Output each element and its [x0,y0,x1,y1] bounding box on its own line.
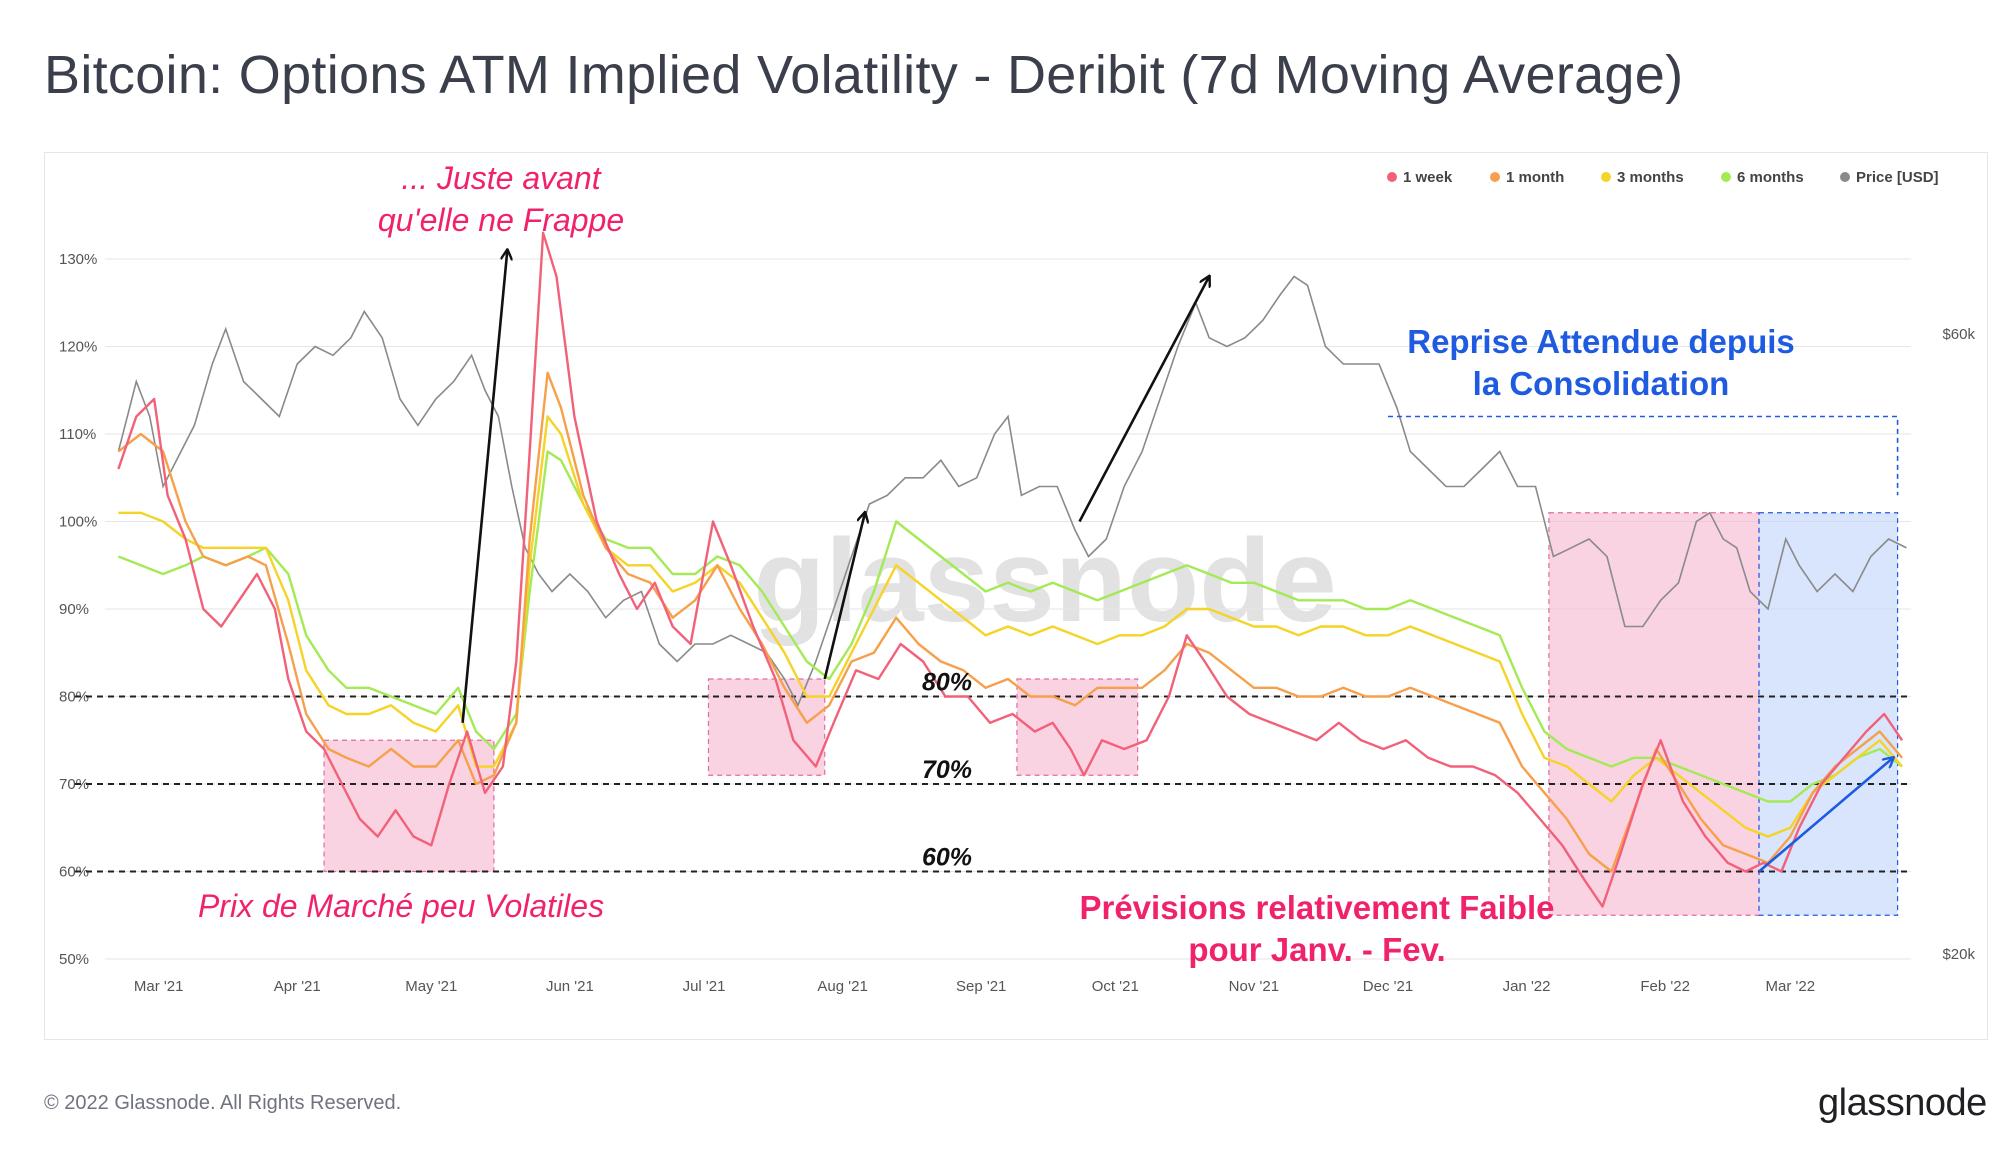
x-tick-label: Jun '21 [546,978,594,995]
level-label: 70% [922,756,972,784]
page-title: Bitcoin: Options ATM Implied Volatility … [44,45,1684,105]
level-label: 60% [922,844,972,872]
legend-swatch [1490,172,1500,182]
brand-logo: glassnode [1818,1082,1987,1124]
x-tick-label: Nov '21 [1229,978,1279,995]
y-tick-label: 90% [59,601,89,618]
annotation-arrow [1078,277,1210,523]
x-tick-label: Jul '21 [683,978,726,995]
annotation-left-bottom: Prix de Marché peu Volatiles [198,888,604,924]
legend-label: 6 months [1737,169,1804,186]
legend-swatch [1840,172,1850,182]
y-tick-label: 60% [59,864,89,881]
annotation-top-line2: qu'elle ne Frappe [378,202,624,238]
series-line-price [117,275,1907,708]
annotation-right-bottom-line1: Prévisions relativement Faible [1079,889,1554,926]
y-tick-label: 110% [59,426,96,443]
annotation-right-bottom-line2: pour Janv. - Fev. [1188,931,1445,968]
x-tick-label: Mar '22 [1766,978,1816,995]
y-tick-label: 50% [59,951,89,968]
x-tick-label: Sep '21 [956,978,1006,995]
x-tick-label: Oct '21 [1092,978,1139,995]
legend-swatch [1601,172,1611,182]
y-right-tick-label: $20k [1942,946,1975,963]
series-line-1-month [117,371,1904,873]
copyright-footer: © 2022 Glassnode. All Rights Reserved. [44,1092,402,1114]
annotation-right-top-line2: la Consolidation [1473,365,1730,402]
series-line-1-week [117,231,1904,908]
legend-label: 1 month [1506,169,1564,186]
level-label: 80% [922,669,972,697]
annotation-top-line1: ... Juste avant [401,160,601,196]
annotation-right-top-line1: Reprise Attendue depuis [1407,323,1795,360]
chart-panel: glassnode 130% 120% 110% 100% 90% 80% 70% 60% 50%… [44,152,1988,1040]
series-line-3-months [118,415,1904,838]
legend-label: Price [USD] [1856,169,1939,186]
x-tick-label: May '21 [405,978,457,995]
legend-label: 3 months [1617,169,1684,186]
x-tick-label: Aug '21 [817,978,867,995]
highlight-box-pink [1548,512,1760,916]
legend-swatch [1387,172,1397,182]
x-tick-label: Mar '21 [134,978,184,995]
x-tick-label: Jan '22 [1503,978,1551,995]
y-tick-label: 70% [59,776,89,793]
y-tick-label: 100% [59,514,97,531]
chart: glassnode 130% 120% 110% 100% 90% 80% 70% 60% 50%… [59,160,1975,995]
y-tick-label: 130% [59,251,97,268]
series-line-6-months [117,450,1903,803]
annotation-arrow [461,250,508,723]
x-tick-label: Dec '21 [1363,978,1413,995]
x-tick-label: Feb '22 [1640,978,1690,995]
y-tick-label: 120% [59,339,97,356]
legend-label: 1 week [1403,169,1453,186]
y-right-tick-label: $60k [1942,326,1975,343]
annotation-arrow [1758,758,1893,873]
watermark: glassnode [753,515,1337,647]
highlight-box-pink [707,678,826,776]
consolidation-bracket [1387,415,1899,496]
x-tick-label: Apr '21 [274,978,321,995]
highlight-box-pink [1016,678,1139,776]
legend-swatch [1721,172,1731,182]
annotation-arrow [823,513,865,680]
y-tick-label: 80% [59,689,89,706]
